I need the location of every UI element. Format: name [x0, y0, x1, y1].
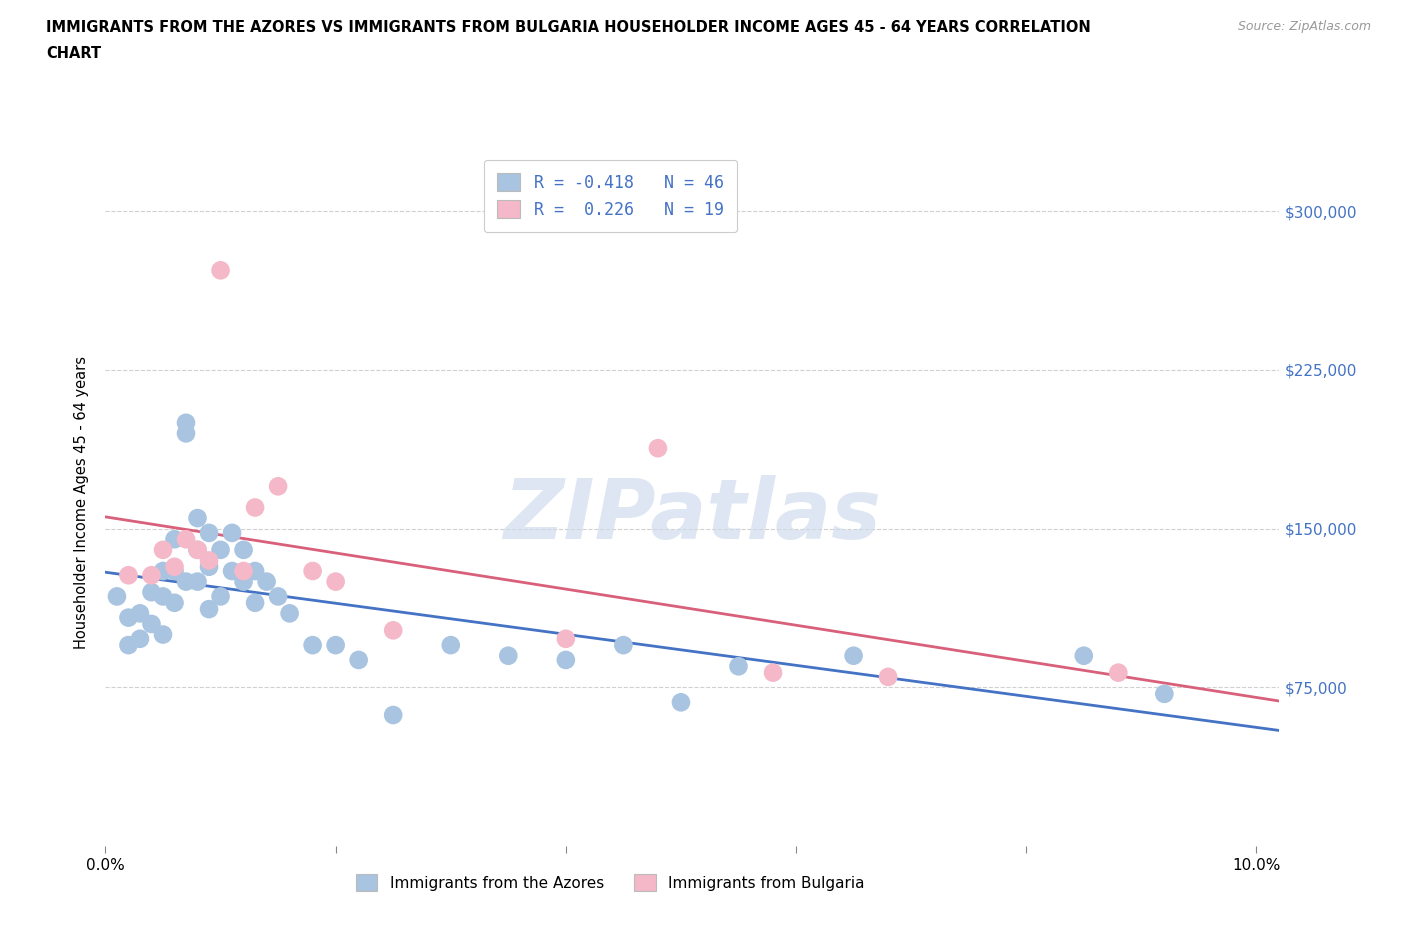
Point	[243, 564, 266, 578]
Point	[209, 263, 232, 278]
Point	[117, 568, 139, 583]
Point	[243, 595, 266, 610]
Text: CHART: CHART	[46, 46, 101, 61]
Point	[669, 695, 692, 710]
Point	[267, 479, 290, 494]
Point	[198, 602, 221, 617]
Point	[243, 500, 266, 515]
Point	[198, 525, 221, 540]
Point	[163, 559, 186, 574]
Point	[727, 658, 749, 673]
Text: ZIPatlas: ZIPatlas	[503, 475, 882, 556]
Point	[647, 441, 669, 456]
Point	[152, 542, 174, 557]
Point	[163, 564, 186, 578]
Point	[186, 511, 208, 525]
Point	[186, 542, 208, 557]
Point	[325, 574, 347, 589]
Point	[877, 670, 900, 684]
Point	[117, 610, 139, 625]
Point	[382, 708, 405, 723]
Point	[117, 638, 139, 653]
Point	[301, 638, 323, 653]
Point	[554, 653, 576, 668]
Y-axis label: Householder Income Ages 45 - 64 years: Householder Income Ages 45 - 64 years	[75, 355, 90, 649]
Point	[152, 627, 174, 642]
Point	[762, 665, 785, 680]
Point	[1153, 686, 1175, 701]
Point	[278, 606, 301, 621]
Point	[842, 648, 865, 663]
Point	[186, 574, 208, 589]
Point	[129, 631, 152, 646]
Point	[163, 532, 186, 547]
Point	[186, 542, 208, 557]
Point	[1073, 648, 1095, 663]
Point	[612, 638, 634, 653]
Point	[129, 606, 152, 621]
Point	[221, 564, 243, 578]
Point	[267, 589, 290, 604]
Point	[221, 525, 243, 540]
Point	[141, 585, 163, 600]
Point	[152, 564, 174, 578]
Point	[382, 623, 405, 638]
Point	[209, 542, 232, 557]
Point	[347, 653, 370, 668]
Point	[198, 553, 221, 568]
Point	[141, 568, 163, 583]
Point	[232, 564, 254, 578]
Legend: Immigrants from the Azores, Immigrants from Bulgaria: Immigrants from the Azores, Immigrants f…	[350, 869, 870, 897]
Point	[256, 574, 278, 589]
Text: Source: ZipAtlas.com: Source: ZipAtlas.com	[1237, 20, 1371, 33]
Point	[174, 532, 197, 547]
Point	[141, 617, 163, 631]
Point	[209, 589, 232, 604]
Point	[325, 638, 347, 653]
Point	[301, 564, 323, 578]
Point	[163, 595, 186, 610]
Point	[174, 426, 197, 441]
Point	[198, 559, 221, 574]
Point	[1107, 665, 1129, 680]
Point	[232, 542, 254, 557]
Point	[498, 648, 520, 663]
Point	[554, 631, 576, 646]
Point	[440, 638, 463, 653]
Point	[174, 416, 197, 431]
Point	[105, 589, 128, 604]
Text: IMMIGRANTS FROM THE AZORES VS IMMIGRANTS FROM BULGARIA HOUSEHOLDER INCOME AGES 4: IMMIGRANTS FROM THE AZORES VS IMMIGRANTS…	[46, 20, 1091, 35]
Point	[232, 574, 254, 589]
Point	[174, 574, 197, 589]
Point	[152, 589, 174, 604]
